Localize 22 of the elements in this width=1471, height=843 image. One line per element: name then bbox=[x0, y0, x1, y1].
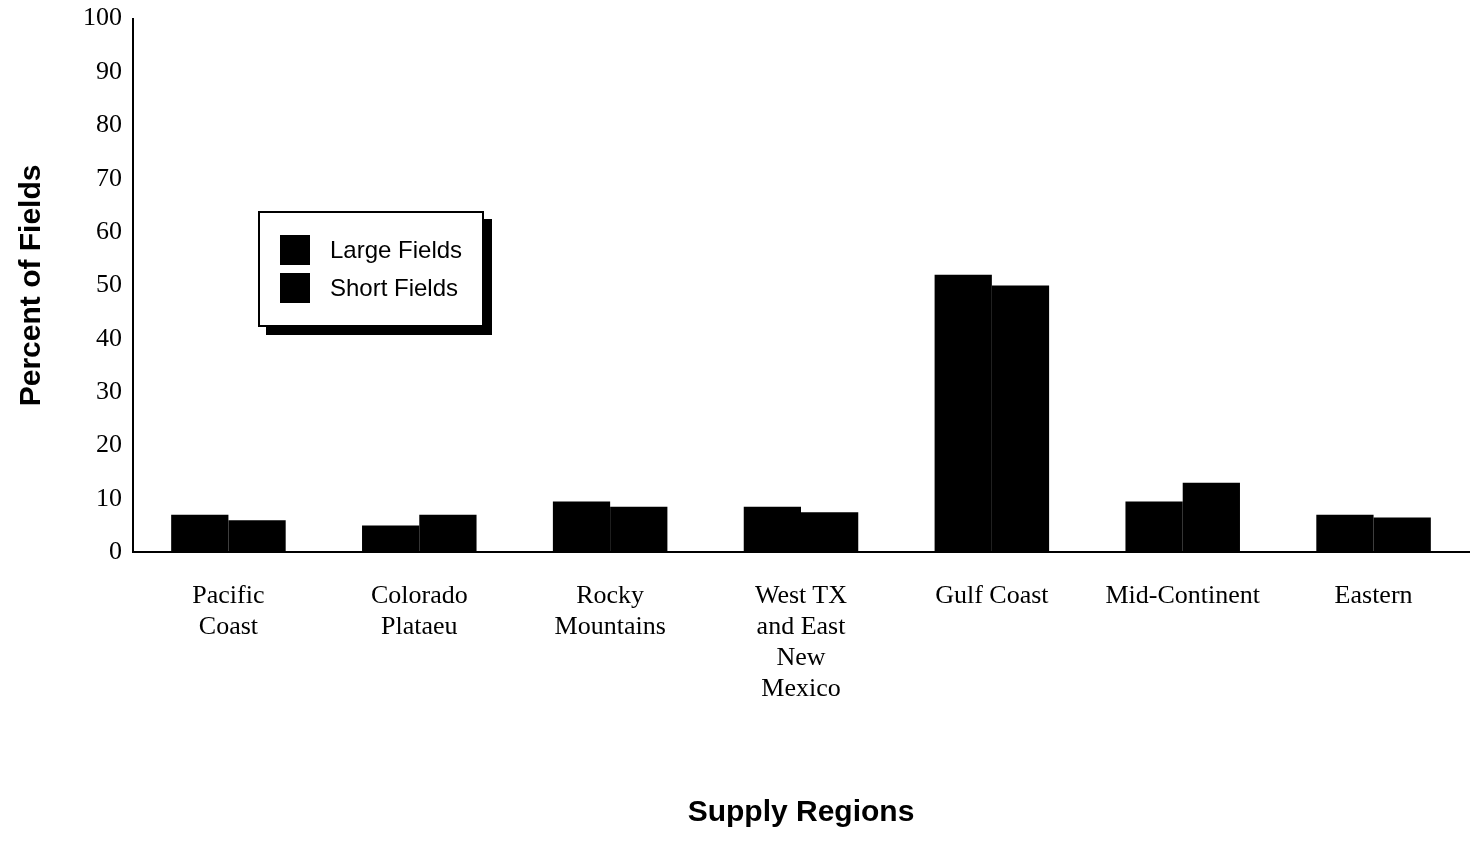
y-tick-label: 10 bbox=[96, 482, 122, 512]
y-tick-label: 100 bbox=[83, 2, 122, 32]
x-tick-label: Mid-Continent bbox=[1105, 579, 1261, 609]
y-tick-label: 90 bbox=[96, 55, 122, 85]
x-tick-label: West TX and East New Mexico bbox=[754, 579, 848, 703]
y-tick-label: 40 bbox=[96, 322, 122, 352]
x-tick-label: Pacific Coast bbox=[192, 579, 265, 640]
x-axis-title: Supply Regions bbox=[687, 794, 915, 828]
y-tick-label: 20 bbox=[96, 429, 122, 459]
y-tick-label: 30 bbox=[96, 375, 122, 405]
y-tick-label: 60 bbox=[96, 215, 122, 245]
y-tick-label: 70 bbox=[96, 162, 122, 192]
legend-label: Short Fields bbox=[330, 273, 459, 302]
legend-label: Large Fields bbox=[330, 235, 463, 264]
x-tick-label: Colorado Plataeu bbox=[370, 579, 468, 640]
y-axis-title: Percent of Fields bbox=[13, 164, 47, 407]
y-tick-label: 80 bbox=[96, 109, 122, 139]
x-tick-label: Gulf Coast bbox=[935, 579, 1050, 609]
x-tick-label: Eastern bbox=[1334, 579, 1413, 609]
x-tick-label: Rocky Mountains bbox=[554, 579, 666, 640]
y-tick-label: 50 bbox=[96, 269, 122, 299]
y-tick-label: 0 bbox=[109, 536, 122, 566]
